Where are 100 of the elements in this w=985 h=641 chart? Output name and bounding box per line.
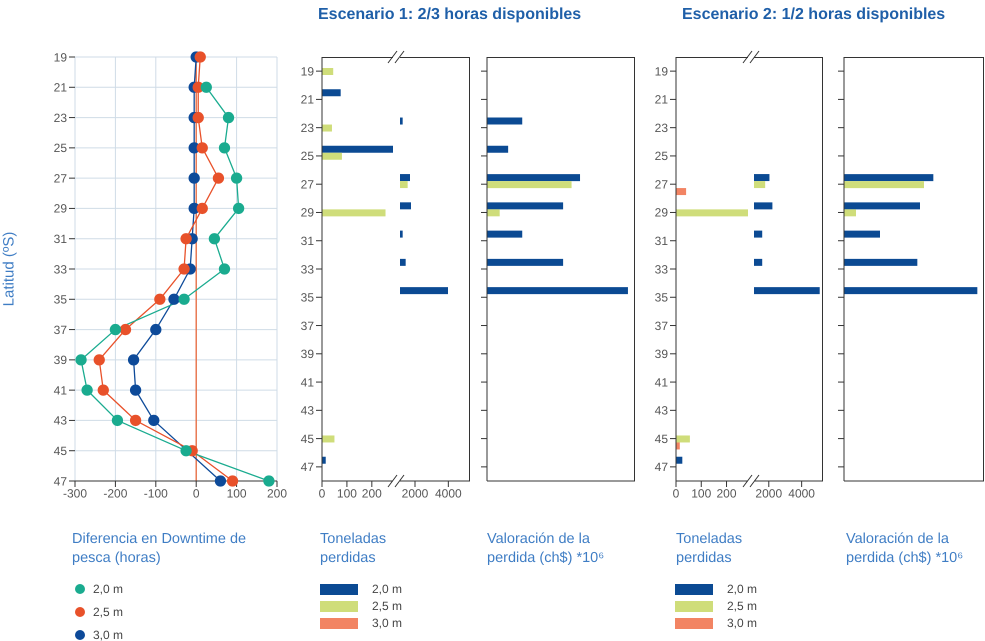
bar [322,209,386,216]
point [263,475,275,487]
x-tick-label: 4000 [788,486,816,501]
point [188,172,200,184]
point [226,475,238,487]
x-tick-label: 200 [716,486,737,501]
y-tick-label: 31 [654,234,668,248]
x-axis-title: Valoración de la perdida (ch$) *10⁶ [487,530,606,568]
x-tick-label: 200 [266,486,288,501]
point [150,324,162,336]
y-tick-label: 29 [54,202,68,216]
y-tick-label: 39 [54,353,68,368]
point [218,263,230,275]
y-tick-label: 31 [54,232,68,246]
x-axis-title: Valoración de la perdida (ch$) *10⁶ [846,530,964,568]
legend-label: 2,0 m [93,582,124,596]
x-tick-label: -300 [62,486,88,501]
x-tick-label: 2000 [402,486,429,501]
bar [844,230,880,238]
bar [676,188,686,196]
legend-label: 3,0 m [93,628,124,641]
y-tick-label: 23 [300,120,314,135]
x-tick-label: 200 [362,486,382,501]
y-tick-label: 19 [300,64,314,78]
y-tick-label: 45 [54,444,68,458]
point [148,414,160,426]
x-tick-label: -100 [144,486,168,501]
y-tick-label: 45 [654,432,668,446]
x-tick-label: 0 [192,486,200,501]
point [75,354,87,366]
bar [676,209,748,216]
bar [487,230,522,238]
point [130,414,142,426]
x-axis-title: Toneladas perdidas [320,530,388,568]
y-tick-label: 23 [54,110,68,125]
point [212,172,224,184]
bar [322,68,334,75]
point [128,354,140,366]
text: Escenario 1: 2/3 horas disponibles [318,6,582,24]
point [196,142,208,154]
bar [844,202,920,210]
point [222,112,234,124]
y-tick-label: 43 [54,414,68,428]
bar [487,258,564,266]
y-tick-label: 41 [300,375,314,390]
point [98,384,109,396]
point [130,384,142,396]
point [178,263,190,275]
x-tick-label: -200 [103,486,128,501]
y-tick-label: 47 [654,460,668,474]
bar [487,202,564,210]
x-tick-label: 4000 [434,486,462,501]
legend-label: 2,0 m [372,582,402,596]
y-tick-label: 31 [300,234,314,248]
bar [844,258,918,266]
point [208,233,220,244]
y-tick-label: 35 [300,290,314,305]
y-tick-label: 39 [654,347,668,362]
point [180,445,192,456]
y-tick-label: 37 [654,318,668,333]
bar [844,287,978,294]
legend-label: 2,5 m [93,605,124,619]
point [94,354,105,366]
legend-label: 3,0 m [372,616,402,630]
bar [487,118,522,125]
y-tick-label: 43 [300,404,314,418]
point [154,294,166,305]
x-axis-title: Toneladas perdidas [676,530,744,568]
y-tick-label: 33 [654,262,668,276]
bar [322,435,334,442]
x-tick-label: 100 [226,486,247,501]
point [178,294,190,305]
y-tick-label: 21 [54,80,68,95]
bar [487,209,500,216]
bar [487,146,508,153]
bar [487,181,572,188]
point [230,172,242,184]
y-tick-label: 37 [300,318,314,333]
y-tick-label: 23 [654,120,668,135]
bar [322,152,342,160]
y-tick-label: 29 [300,206,314,220]
bar [322,89,341,96]
legend-label: 3,0 m [727,616,758,630]
y-tick-label: 27 [54,171,68,186]
y-axis-title: Latitud (ºS) [0,232,18,306]
bar [676,442,680,450]
point [218,142,230,154]
y-tick-label: 35 [54,292,68,307]
y-tick-label: 47 [300,460,314,474]
x-tick-label: 0 [672,486,680,501]
y-tick-label: 21 [300,92,314,107]
y-tick-label: 35 [654,290,668,305]
point [168,294,180,305]
y-tick-label: 29 [654,206,668,220]
y-tick-label: 19 [654,64,668,78]
bar [844,209,856,216]
bar [676,435,690,442]
point [194,51,206,63]
point [120,324,132,336]
y-tick-label: 25 [54,141,68,156]
